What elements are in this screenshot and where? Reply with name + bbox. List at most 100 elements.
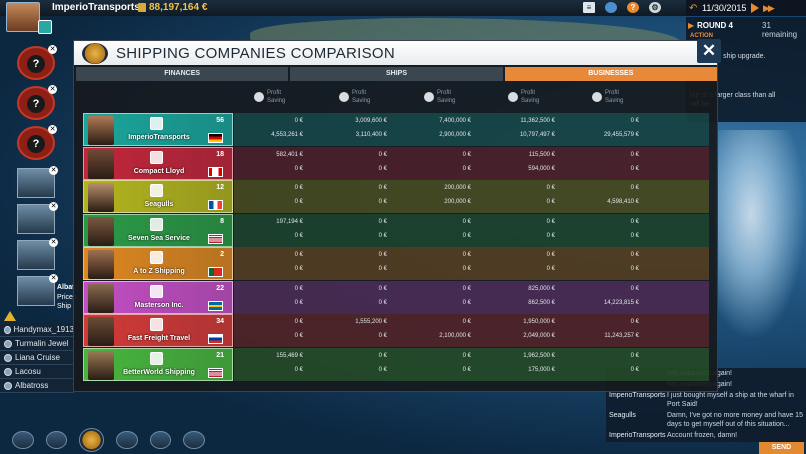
close-icon[interactable]: ✕ xyxy=(49,166,58,175)
profit-value: 0 € xyxy=(630,185,639,191)
profit-value: 0 € xyxy=(462,319,471,325)
tab-finances[interactable]: FINANCES xyxy=(76,67,289,81)
play-icon[interactable] xyxy=(751,3,759,13)
column-label: Profit xyxy=(605,90,620,96)
company-name: Seagulls xyxy=(144,201,174,208)
profit-value: 3,009,600 € xyxy=(355,118,387,124)
settings-icon[interactable]: ⚙ xyxy=(649,2,661,13)
ship-slot[interactable]: ✕ xyxy=(17,238,58,270)
chat-sender: ImperioTransports xyxy=(609,432,666,439)
close-icon[interactable]: ✕ xyxy=(49,202,58,211)
build-icon[interactable] xyxy=(12,430,34,449)
company-row[interactable]: A to Z Shipping 2 0 € 0 € 0 € 0 € 0 € 0 € 0… xyxy=(83,247,709,280)
profit-value: 7,400,000 € xyxy=(439,118,471,124)
company-card[interactable]: Masterson Inc. 22 xyxy=(83,280,233,314)
company-ship-count: 18 xyxy=(216,150,224,158)
country-flag-icon xyxy=(208,300,223,311)
company-row[interactable]: ImperioTransports 56 0 € 4,553,261 € 3,00… xyxy=(83,113,709,146)
finance-icon[interactable] xyxy=(149,430,172,449)
task-slot[interactable]: ? ✕ xyxy=(17,45,57,80)
company-name: Fast Freight Travel xyxy=(127,335,191,342)
ship-slot[interactable]: ✕ xyxy=(17,202,58,234)
close-icon[interactable]: ✕ xyxy=(48,85,57,94)
list-icon[interactable]: ≡ xyxy=(583,2,595,13)
globe-icon[interactable] xyxy=(605,2,617,13)
close-icon[interactable]: ✕ xyxy=(48,45,57,54)
company-row[interactable]: BetterWorld Shipping 21 155,469 € 0 € 0 €… xyxy=(83,347,709,381)
send-button[interactable]: SEND xyxy=(759,442,804,454)
profit-value: 197,194 € xyxy=(276,218,303,225)
company-rows: ImperioTransports 56 0 € 4,553,261 € 3,00… xyxy=(83,113,709,381)
profit-value: 0 € xyxy=(378,285,387,292)
task-slot[interactable]: ? ✕ xyxy=(17,125,57,160)
profit-value: 1,555,200 € xyxy=(355,319,387,325)
bottom-toolbar xyxy=(0,425,205,454)
company-card[interactable]: ImperioTransports 56 xyxy=(83,113,233,146)
company-emblem-icon xyxy=(150,117,163,130)
ship-list-item[interactable]: Turmalin Jewel xyxy=(0,337,74,351)
ship-slot[interactable]: ✕ xyxy=(17,274,58,306)
close-icon[interactable]: ✕ xyxy=(49,274,58,283)
saving-value: 29,455,579 € xyxy=(603,132,639,138)
ship-list-item[interactable]: Handymax_1913 xyxy=(0,323,74,337)
company-card[interactable]: Seagulls 12 xyxy=(83,180,233,213)
round-arrow-icon: ▶ xyxy=(688,21,695,30)
tools-icon[interactable] xyxy=(116,430,138,449)
company-row[interactable]: Seagulls 12 0 € 0 € 0 € 0 € 200,000 € 200,… xyxy=(83,180,709,213)
column-headers: Profit Saving Profit Saving Profit Saving P… xyxy=(74,89,717,109)
top-icons: ≡ ? ⚙ xyxy=(583,2,661,13)
money-balance: 88,197,164 € xyxy=(149,2,208,13)
row-band xyxy=(234,280,709,314)
profit-value: 582,401 € xyxy=(276,151,303,158)
company-card[interactable]: A to Z Shipping 2 xyxy=(83,247,233,280)
company-row[interactable]: Masterson Inc. 22 0 € 0 € 0 € 0 € 0 € 0 € 8… xyxy=(83,280,709,314)
row-band xyxy=(234,213,709,247)
task-slot[interactable]: ? ✕ xyxy=(17,85,57,120)
player-avatar[interactable] xyxy=(6,2,40,32)
profit-value: 0 € xyxy=(378,185,387,191)
company-card[interactable]: Compact Lloyd 18 xyxy=(83,146,233,180)
company-emblem-icon xyxy=(150,284,163,298)
company-row[interactable]: Compact Lloyd 18 582,401 € 0 € 0 € 0 € 0 €… xyxy=(83,146,709,180)
ship-name: Handymax_1913 xyxy=(13,325,74,334)
ship-list-item[interactable]: Liana Cruise xyxy=(0,351,74,365)
close-button[interactable]: ✕ xyxy=(697,39,721,63)
ship-list-item[interactable]: Albatross xyxy=(0,379,74,393)
chat-message: ImperioTransports Account frozen, damn! xyxy=(606,430,806,441)
ship-list-item[interactable]: Lacosu xyxy=(0,365,74,379)
company-card[interactable]: Fast Freight Travel 34 xyxy=(83,314,233,347)
fast-forward-icon[interactable]: ▶▶ xyxy=(763,3,775,13)
company-icon[interactable] xyxy=(79,427,105,452)
row-band xyxy=(234,314,709,347)
chat-message: ImperioTransports I just bought myself a … xyxy=(606,390,806,410)
company-row[interactable]: Fast Freight Travel 34 0 € 0 € 1,555,200 … xyxy=(83,314,709,347)
column-sublabel: Saving xyxy=(605,98,624,104)
company-emblem-icon xyxy=(150,318,163,331)
close-icon[interactable]: ✕ xyxy=(49,238,58,247)
company-card[interactable]: Seven Sea Service 8 xyxy=(83,213,233,247)
question-icon: ? xyxy=(27,55,45,73)
company-ship-count: 34 xyxy=(216,318,224,325)
company-name: Compact Lloyd xyxy=(133,167,185,175)
ship-slot[interactable]: ✕ xyxy=(17,166,58,198)
tab-ships[interactable]: SHIPS xyxy=(290,67,503,81)
saving-value: 0 € xyxy=(378,366,387,373)
category-icon xyxy=(508,92,518,102)
ship-icon[interactable] xyxy=(45,430,68,449)
help-icon[interactable]: ? xyxy=(627,2,639,13)
action-label: ACTION xyxy=(690,33,713,39)
profit-value: 0 € xyxy=(294,118,303,124)
ice-area xyxy=(715,130,806,340)
close-icon[interactable]: ✕ xyxy=(48,125,57,134)
country-flag-icon xyxy=(208,200,223,210)
profit-value: 155,469 € xyxy=(276,352,303,359)
undo-arrow-icon[interactable]: ↶ xyxy=(689,3,698,14)
company-card[interactable]: BetterWorld Shipping 21 xyxy=(83,347,233,381)
tab-businesses[interactable]: BUSINESSES xyxy=(504,67,717,81)
company-emblem-icon xyxy=(150,184,163,197)
category-icon xyxy=(254,92,264,102)
company-row[interactable]: Seven Sea Service 8 197,194 € 0 € 0 € 0 €… xyxy=(83,213,709,247)
award-icon[interactable] xyxy=(183,430,205,449)
profit-value: 0 € xyxy=(294,319,303,325)
saving-value: 0 € xyxy=(462,266,471,272)
